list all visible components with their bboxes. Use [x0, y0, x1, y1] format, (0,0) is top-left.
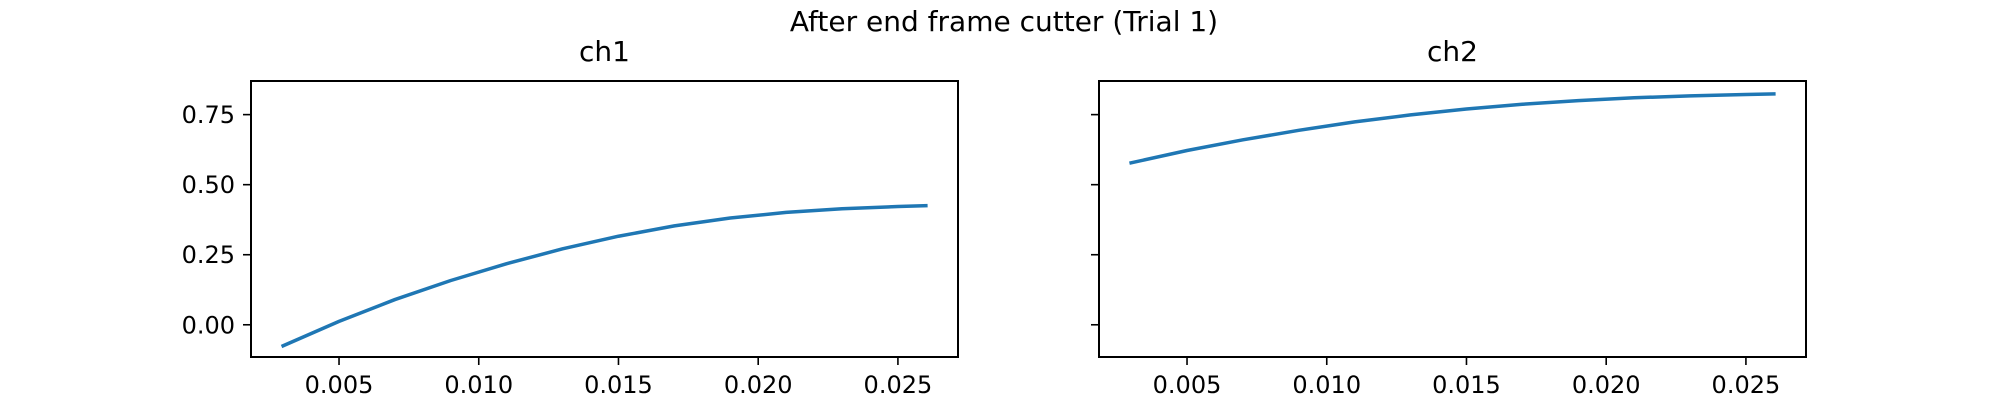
- subplot-ch1-series: [280, 203, 928, 349]
- subplot-ch2: ch2 0.005 0.010 0.015 0.020 0.025: [1091, 35, 1807, 399]
- subplot-title-ch2: ch2: [1427, 35, 1478, 68]
- subplot-ch2-ticks: 0.005 0.010 0.015 0.020 0.025: [1091, 113, 1781, 399]
- subplot-title-ch1: ch1: [579, 35, 630, 68]
- subplot-ch1: ch1 0.005 0.010 0.015 0.020 0.025 0.00 0.25 0.5…: [182, 35, 959, 399]
- ch1-y-tick-label: 0.00: [182, 311, 235, 339]
- ch1-x-tick-label: 0.020: [724, 371, 793, 399]
- ch2-x-tick-label: 0.025: [1712, 371, 1781, 399]
- ch1-y-tick-label: 0.75: [182, 101, 235, 129]
- ch1-y-tick-label: 0.25: [182, 241, 235, 269]
- ch2-x-tick-label: 0.005: [1153, 371, 1222, 399]
- subplot-ch1-frame: [250, 80, 959, 358]
- ch1-x-tick-label: 0.005: [305, 371, 374, 399]
- ch2-x-tick-label: 0.015: [1432, 371, 1501, 399]
- subplot-ch1-ticks: 0.005 0.010 0.015 0.020 0.025 0.00 0.25 0.50 0.7…: [182, 101, 933, 399]
- ch2-series-line: [1129, 92, 1776, 165]
- subplot-ch2-frame: [1098, 80, 1807, 358]
- figure-title: After end frame cutter (Trial 1): [790, 5, 1218, 38]
- ch1-x-tick-label: 0.015: [584, 371, 653, 399]
- ch1-series-line: [280, 203, 928, 349]
- ch1-x-tick-label: 0.025: [864, 371, 933, 399]
- subplot-ch2-series: [1129, 92, 1776, 165]
- ch2-x-tick-label: 0.020: [1572, 371, 1641, 399]
- ch1-y-tick-label: 0.50: [182, 171, 235, 199]
- ch2-x-tick-label: 0.010: [1292, 371, 1361, 399]
- ch1-x-tick-label: 0.010: [444, 371, 513, 399]
